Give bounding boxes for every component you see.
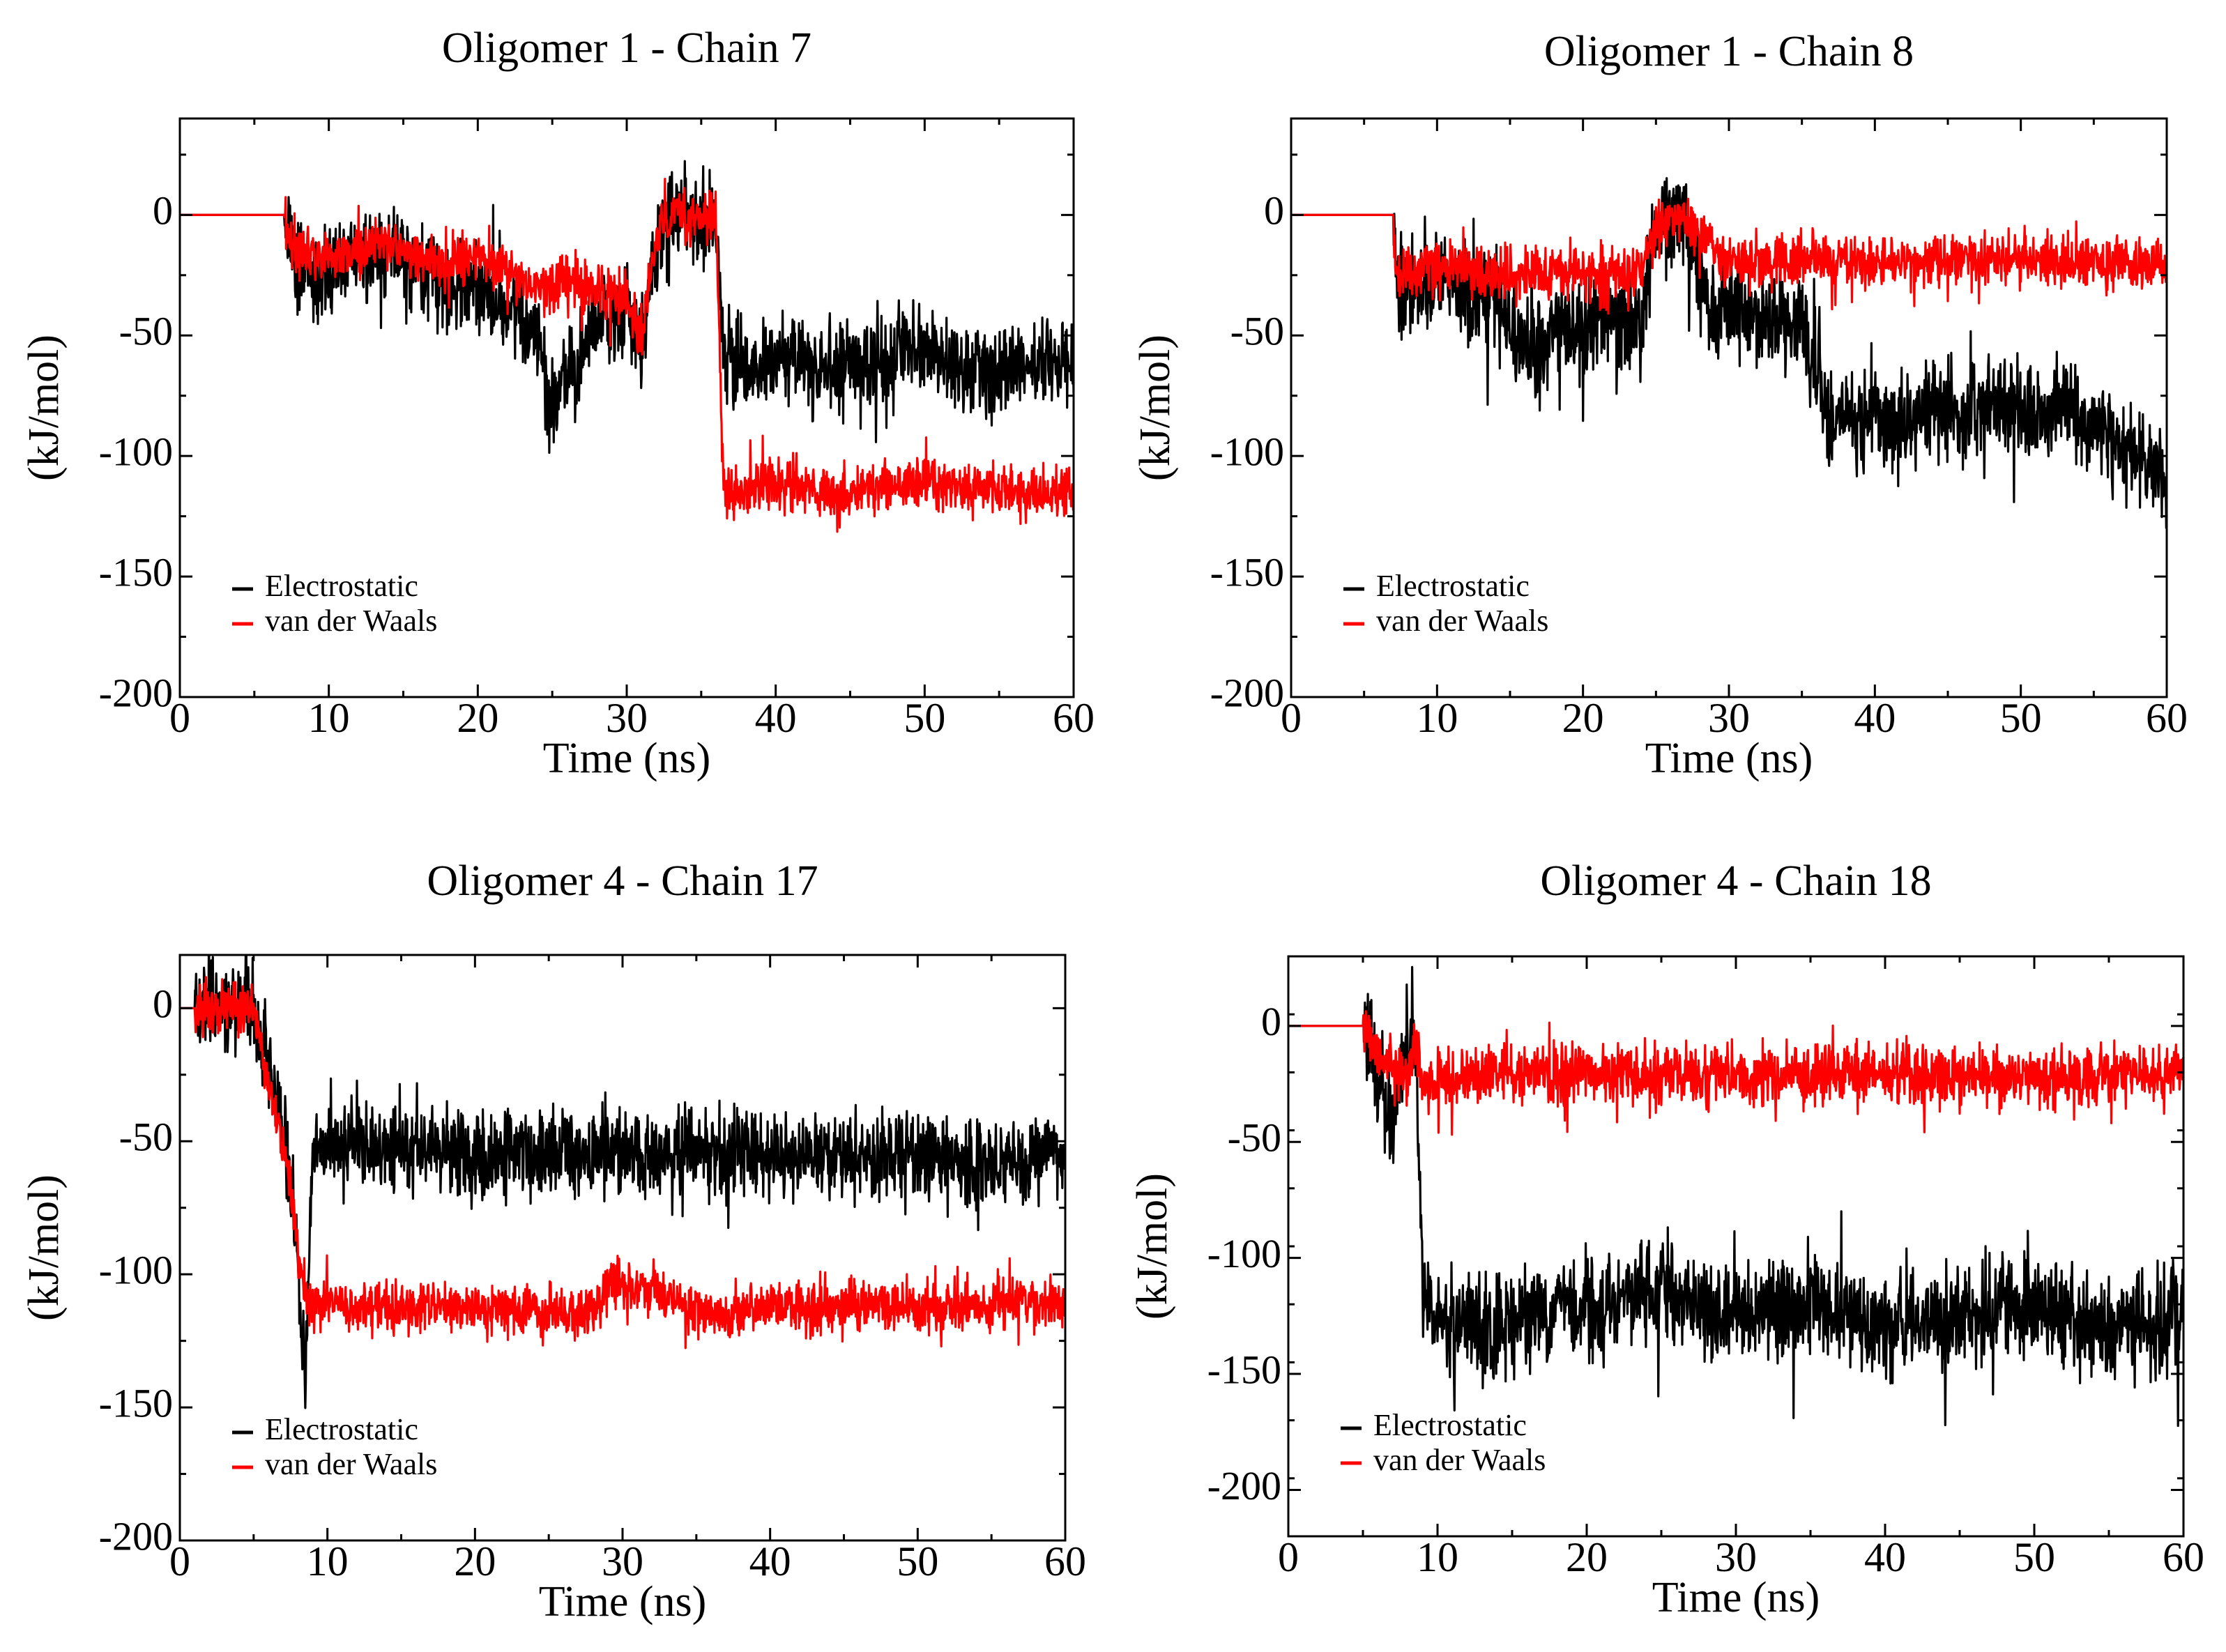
x-tick-label: 0 — [1278, 1534, 1299, 1580]
x-tick-label: 10 — [308, 695, 350, 741]
y-tick-label: -50 — [119, 309, 173, 354]
y-axis-label: (kJ/mol) — [20, 1175, 68, 1321]
y-tick-label: -200 — [1210, 670, 1284, 715]
x-tick-label: 0 — [169, 695, 190, 741]
legend-label: van der Waals — [1373, 1443, 1546, 1477]
y-axis-label: (kJ/mol) — [1129, 1173, 1176, 1320]
x-tick-label: 40 — [749, 1538, 791, 1584]
y-tick-label: 0 — [153, 188, 173, 234]
x-tick-label: 30 — [1708, 695, 1750, 741]
x-tick-label: 60 — [2146, 695, 2188, 741]
plot-area — [1291, 177, 2167, 529]
x-tick-label: 50 — [2000, 695, 2042, 741]
x-tick-label: 10 — [1417, 1534, 1458, 1580]
x-tick-label: 30 — [606, 695, 648, 741]
y-tick-label: -200 — [99, 1513, 173, 1559]
series-line-electrostatic — [180, 955, 1065, 1409]
chart-title: Oligomer 1 - Chain 7 — [442, 24, 811, 72]
series-line-van-der-waals — [180, 178, 1074, 533]
y-tick-label: -150 — [99, 1380, 173, 1425]
chart-panel-3: Oligomer 4 - Chain 17 0 10 20 30 40 50 60 -200 -1… — [20, 857, 1086, 1626]
x-tick-label: 60 — [2163, 1534, 2204, 1580]
chart-title: Oligomer 1 - Chain 8 — [1544, 28, 1914, 75]
legend-label: van der Waals — [265, 604, 437, 638]
x-tick-label: 20 — [454, 1538, 496, 1584]
y-tick-label: -100 — [1210, 429, 1284, 474]
x-axis-label: Time (ns) — [1652, 1574, 1820, 1621]
y-axis-label: (kJ/mol) — [1131, 335, 1179, 481]
legend-label: van der Waals — [265, 1447, 437, 1481]
legend-label: Electrostatic — [1373, 1408, 1527, 1442]
chart-title: Oligomer 4 - Chain 18 — [1540, 857, 1931, 905]
y-tick-label: -100 — [1207, 1231, 1281, 1276]
x-tick-label: 10 — [1416, 695, 1458, 741]
x-tick-label: 10 — [307, 1538, 349, 1584]
y-tick-label: -50 — [1230, 309, 1284, 354]
x-axis-label: Time (ns) — [1645, 735, 1813, 782]
x-tick-label: 50 — [904, 695, 945, 741]
y-tick-label: 0 — [1264, 188, 1284, 234]
x-tick-label: 20 — [1566, 1534, 1608, 1580]
chart-panel-1: Oligomer 1 - Chain 7 0 10 20 30 40 50 60 -200 -15… — [20, 24, 1095, 782]
series-line-electrostatic — [1291, 177, 2167, 529]
chart-title: Oligomer 4 - Chain 17 — [427, 857, 818, 905]
plot-area — [180, 955, 1065, 1409]
x-tick-label: 40 — [1864, 1534, 1906, 1580]
y-tick-label: -150 — [99, 549, 173, 595]
x-tick-label: 0 — [169, 1538, 190, 1584]
y-axis-label: (kJ/mol) — [20, 335, 68, 481]
series-line-van-der-waals — [1291, 197, 2167, 315]
x-axis-label: Time (ns) — [539, 1578, 707, 1626]
legend-label: Electrostatic — [265, 1412, 418, 1446]
y-tick-label: -100 — [99, 1247, 173, 1292]
series-line-electrostatic — [1288, 965, 2183, 1428]
x-tick-label: 30 — [602, 1538, 643, 1584]
y-tick-label: 0 — [1261, 999, 1281, 1044]
y-tick-label: -150 — [1210, 549, 1284, 595]
legend-label: van der Waals — [1376, 604, 1548, 638]
y-tick-label: -100 — [99, 429, 173, 474]
legend-label: Electrostatic — [265, 569, 418, 603]
x-tick-label: 40 — [1854, 695, 1896, 741]
y-tick-label: -50 — [119, 1115, 173, 1160]
y-tick-label: -200 — [1207, 1463, 1281, 1508]
series-line-van-der-waals — [180, 976, 1065, 1349]
y-tick-label: 0 — [153, 981, 173, 1027]
x-tick-label: 50 — [897, 1538, 938, 1584]
x-tick-label: 30 — [1715, 1534, 1757, 1580]
x-tick-label: 50 — [2013, 1534, 2055, 1580]
x-tick-label: 60 — [1044, 1538, 1086, 1584]
x-tick-label: 0 — [1281, 695, 1302, 741]
x-axis-label: Time (ns) — [543, 735, 711, 782]
legend-label: Electrostatic — [1376, 569, 1530, 603]
plot-area — [180, 160, 1074, 533]
x-tick-label: 20 — [1562, 695, 1604, 741]
x-tick-label: 60 — [1053, 695, 1095, 741]
y-tick-label: -200 — [99, 670, 173, 715]
y-tick-label: -50 — [1228, 1115, 1281, 1161]
series-line-van-der-waals — [1288, 1010, 2183, 1136]
plot-area — [1288, 965, 2183, 1428]
chart-panel-2: Oligomer 1 - Chain 8 0 10 20 30 40 50 60 -200 -15… — [1131, 28, 2188, 782]
x-tick-label: 20 — [457, 695, 498, 741]
chart-panel-4: Oligomer 4 - Chain 18 0 10 20 30 40 50 60 -200 -1… — [1129, 857, 2204, 1621]
y-tick-label: -150 — [1207, 1347, 1281, 1392]
x-tick-label: 40 — [755, 695, 797, 741]
